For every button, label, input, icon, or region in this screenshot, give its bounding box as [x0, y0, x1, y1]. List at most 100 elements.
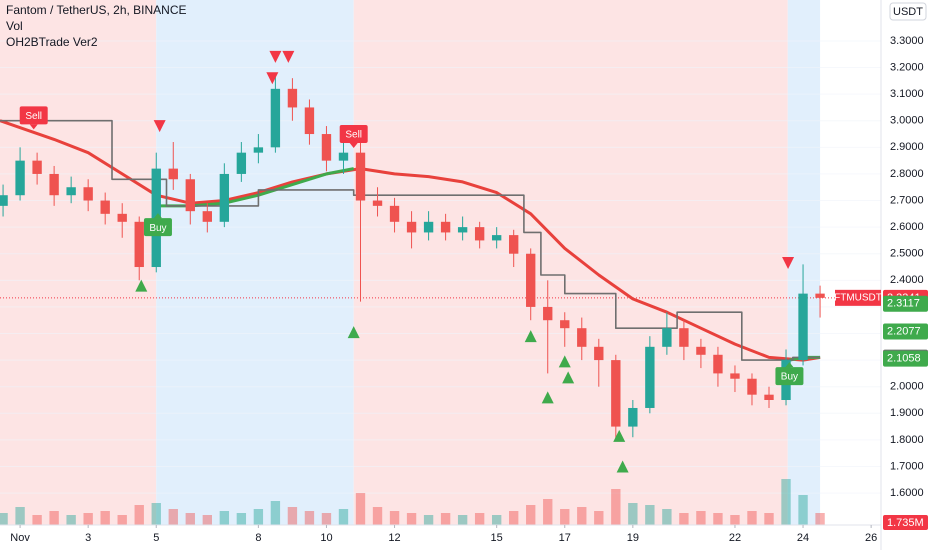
volume-bar: [423, 515, 434, 525]
volume-bar: [815, 513, 825, 525]
chart-title: Fantom / TetherUS, 2h, BINANCE: [6, 3, 187, 17]
candle-body: [406, 221, 417, 233]
volume-bar: [764, 513, 774, 525]
candle-body: [815, 293, 825, 298]
x-tick-label: Nov: [10, 532, 30, 544]
candle-body: [372, 200, 383, 206]
plot-layer: Sell Sell Buy Buy: [0, 50, 881, 525]
signal-label-pointer: [785, 362, 794, 368]
candle-body: [185, 179, 195, 212]
volume-bar: [457, 515, 468, 525]
candle-body: [168, 168, 178, 180]
signal-label-pointer: [349, 143, 358, 149]
volume-bar: [32, 515, 42, 525]
volume-bar: [134, 505, 144, 525]
volume-bar: [355, 493, 366, 525]
signal-label-text: Sell: [25, 111, 42, 122]
x-tick-label: 12: [388, 532, 400, 544]
volume-bar: [185, 513, 195, 525]
y-tick-label: 1.9000: [890, 407, 924, 419]
signal-triangle-down: [153, 120, 166, 133]
y-tick-label: 1.6000: [890, 487, 924, 499]
candle-body: [611, 360, 621, 427]
candle-body: [423, 221, 434, 233]
indicator-legend: OH2BTrade Ver2: [6, 35, 98, 49]
candle-body: [321, 134, 332, 161]
symbol-label-box: [835, 289, 881, 306]
candle-body: [304, 107, 315, 135]
volume-bar: [543, 499, 553, 525]
candle-body: [713, 354, 723, 374]
volume-bar: [611, 489, 621, 525]
signal-triangle-down: [269, 50, 282, 63]
volume-bar: [747, 511, 757, 525]
volume-bar: [253, 509, 264, 525]
candle-body: [236, 152, 247, 174]
signal-label-box: [19, 106, 48, 125]
volume-bar: [406, 513, 417, 525]
candle-body: [560, 320, 570, 329]
volume-bar: [287, 507, 298, 525]
volume-bar: [15, 507, 25, 525]
y-tick-label: 3.3000: [890, 35, 924, 47]
currency-label[interactable]: USDT: [893, 6, 923, 18]
x-tick-label: 8: [255, 532, 261, 544]
volume-bar: [696, 511, 706, 525]
price-label: 2.1058: [887, 352, 921, 364]
price-label: 2.3117: [887, 298, 920, 310]
background-region: [156, 0, 354, 525]
y-tick-label: 3.0000: [890, 115, 924, 127]
axis-layer: 3.3000 3.2000 3.1000 3.0000 2.9000 2.8000 2.70…: [10, 35, 928, 544]
signal-label-text: Sell: [345, 130, 362, 141]
candle-body: [134, 221, 144, 268]
volume-bar: [219, 511, 230, 525]
background-region: [353, 0, 788, 525]
volume-price-box: [883, 515, 928, 530]
volume-bar: [202, 515, 212, 525]
volume-bar: [372, 507, 383, 525]
candle-body: [491, 235, 502, 241]
volume-bar: [781, 479, 791, 525]
candle-body: [679, 328, 689, 347]
candle-body: [66, 187, 76, 196]
candle-body: [355, 152, 366, 201]
volume-bar: [679, 513, 689, 525]
volume-bar: [594, 511, 604, 525]
volume-bar: [338, 509, 349, 525]
signal-triangle-down: [266, 72, 279, 85]
currency-box[interactable]: [889, 2, 927, 21]
y-tick-label: 2.5000: [890, 248, 924, 260]
volume-bar: [730, 515, 740, 525]
volume-bar: [645, 505, 655, 525]
volume-bar: [491, 515, 502, 525]
step-gray: [0, 119, 821, 361]
x-tick-label: 3: [85, 532, 91, 544]
volume-bar: [577, 507, 587, 525]
candle-body: [270, 88, 281, 148]
volume-bar: [49, 511, 59, 525]
volume-bar: [304, 511, 315, 525]
volume-bar: [713, 513, 723, 525]
volume-bar: [151, 503, 161, 525]
volume-bar: [0, 513, 8, 525]
x-tick-label: 17: [559, 532, 571, 544]
candle-body: [389, 205, 400, 222]
candle-body: [526, 253, 536, 307]
signal-label-box: [143, 218, 172, 237]
y-tick-label: 2.9000: [890, 141, 924, 153]
volume-bar: [798, 495, 808, 525]
background-layer: [0, 0, 821, 525]
background-region: [0, 0, 157, 525]
y-tick-label: 2.0000: [890, 381, 924, 393]
volume-bar: [526, 505, 536, 525]
volume-bar: [168, 509, 178, 525]
x-tick-label: 5: [153, 532, 159, 544]
signal-triangle-up: [135, 279, 148, 292]
volume-bar: [83, 513, 93, 525]
candle-body: [83, 187, 93, 201]
volume-bar: [662, 509, 672, 525]
candle-body: [287, 88, 298, 108]
price-label-box: [883, 323, 928, 340]
signal-triangle-up: [616, 460, 629, 473]
candle-body: [457, 227, 468, 233]
